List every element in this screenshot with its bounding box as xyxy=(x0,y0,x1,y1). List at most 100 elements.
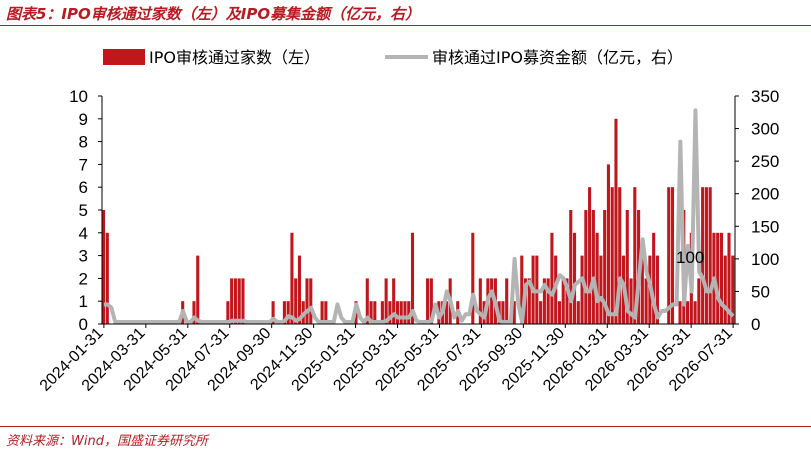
bar xyxy=(294,278,298,324)
y-right-tick-label: 250 xyxy=(751,152,779,171)
bar xyxy=(603,210,607,324)
legend: IPO审核通过家数（左） 审核通过IPO募资金额（亿元，右） xyxy=(103,48,683,67)
bar xyxy=(633,187,637,324)
bar xyxy=(192,301,196,324)
bar xyxy=(505,278,509,324)
bar xyxy=(490,278,494,324)
bar xyxy=(595,232,599,324)
bar xyxy=(237,278,241,324)
bar xyxy=(572,232,577,324)
y-left-tick-label: 6 xyxy=(79,178,88,197)
bar xyxy=(591,210,595,324)
bar xyxy=(716,232,720,324)
bar xyxy=(727,232,731,324)
bar xyxy=(444,301,448,324)
bar xyxy=(576,301,580,324)
y-left-tick-label: 8 xyxy=(79,133,88,152)
bar xyxy=(380,301,384,324)
y-right-tick-label: 200 xyxy=(751,185,779,204)
bar xyxy=(286,301,290,324)
y-right-tick-label: 300 xyxy=(751,120,779,139)
legend-label-line: 审核通过IPO募资金额（亿元，右） xyxy=(432,48,683,67)
chart-title: 图表5：IPO审核通过家数（左）及IPO募集金额（亿元，右） xyxy=(6,5,421,23)
bar xyxy=(644,278,648,324)
bar xyxy=(290,232,294,324)
y-left-tick-label: 7 xyxy=(79,155,88,174)
bar xyxy=(614,118,618,324)
y-right-tick-label: 100 xyxy=(751,250,779,269)
bar xyxy=(693,301,697,324)
y-left-tick-label: 10 xyxy=(69,87,88,106)
bar xyxy=(282,301,286,324)
y-left-tick-label: 5 xyxy=(79,201,88,220)
bar xyxy=(512,301,516,324)
bar xyxy=(384,278,388,324)
bar xyxy=(670,187,675,324)
bar xyxy=(297,255,302,324)
y-left-tick-label: 4 xyxy=(79,224,88,243)
bar xyxy=(429,278,433,324)
bar xyxy=(520,255,524,324)
bar xyxy=(320,301,324,324)
bar xyxy=(226,301,230,324)
bar xyxy=(241,278,245,324)
bar xyxy=(542,278,546,324)
bar xyxy=(704,187,708,324)
bar xyxy=(478,278,482,324)
bar xyxy=(546,278,550,324)
bar xyxy=(105,232,109,324)
bar xyxy=(309,278,313,324)
bar xyxy=(388,301,392,324)
legend-label-bars: IPO审核通过家数（左） xyxy=(149,48,320,67)
bar xyxy=(588,187,592,324)
bar xyxy=(407,301,411,324)
bar xyxy=(426,278,430,324)
bar xyxy=(569,210,573,324)
bar xyxy=(708,187,712,324)
bar xyxy=(395,301,399,324)
bar xyxy=(557,301,561,324)
bar xyxy=(550,232,554,324)
bar xyxy=(233,278,237,324)
bar xyxy=(539,301,543,324)
bar xyxy=(403,301,407,324)
source-rule xyxy=(0,426,811,427)
bar xyxy=(625,210,629,324)
bar xyxy=(719,232,724,324)
y-left-tick-label: 0 xyxy=(79,315,88,334)
annotation-label: 100 xyxy=(676,248,704,267)
bar xyxy=(410,232,415,324)
y-right-tick-label: 0 xyxy=(751,315,760,334)
bar xyxy=(365,278,369,324)
bar xyxy=(271,301,275,324)
bar xyxy=(324,301,328,324)
title-rule xyxy=(0,25,811,26)
bar xyxy=(629,278,633,324)
bar xyxy=(196,255,200,324)
bar xyxy=(373,301,377,324)
source-note: 资料来源：Wind，国盛证券研究所 xyxy=(6,434,208,449)
bar xyxy=(618,187,622,324)
bar xyxy=(606,164,610,324)
bar xyxy=(731,255,735,324)
bar xyxy=(399,301,403,324)
bar xyxy=(501,301,505,324)
bar xyxy=(471,232,475,324)
bar xyxy=(584,210,588,324)
bar xyxy=(392,278,396,324)
legend-swatch-bars xyxy=(103,49,145,65)
bar xyxy=(102,210,106,324)
bar xyxy=(667,187,671,324)
bar xyxy=(599,255,603,324)
bar xyxy=(527,278,531,324)
bar xyxy=(610,187,614,324)
bar xyxy=(305,278,309,324)
bar xyxy=(561,278,565,324)
line-series xyxy=(103,108,735,325)
y-left-tick-label: 1 xyxy=(79,292,88,311)
y-left-tick-label: 2 xyxy=(79,269,88,288)
y-left-tick-label: 9 xyxy=(79,110,88,129)
bar xyxy=(697,278,701,324)
bar xyxy=(655,255,659,324)
y-right-tick-label: 50 xyxy=(751,282,770,301)
